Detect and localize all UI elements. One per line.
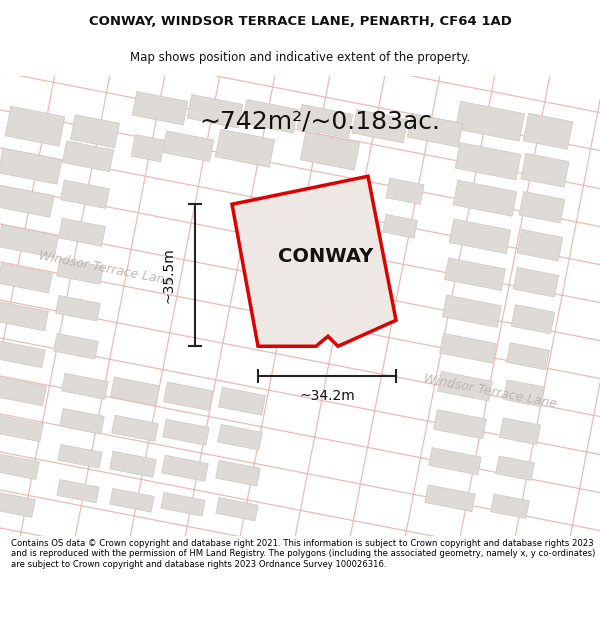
Text: Windsor Terrace Lane: Windsor Terrace Lane	[422, 372, 558, 411]
Polygon shape	[352, 109, 408, 143]
Text: ~34.2m: ~34.2m	[299, 389, 355, 403]
Polygon shape	[215, 129, 275, 168]
Polygon shape	[0, 377, 46, 406]
Polygon shape	[161, 455, 208, 481]
Polygon shape	[429, 448, 481, 475]
Polygon shape	[0, 491, 35, 518]
Polygon shape	[161, 492, 205, 516]
Polygon shape	[61, 180, 109, 209]
Polygon shape	[232, 176, 396, 346]
Polygon shape	[506, 342, 550, 370]
Polygon shape	[59, 408, 104, 434]
Text: Map shows position and indicative extent of the property.: Map shows position and indicative extent…	[130, 51, 470, 64]
Polygon shape	[57, 479, 99, 503]
Polygon shape	[301, 132, 359, 170]
Polygon shape	[437, 371, 493, 401]
Polygon shape	[519, 191, 565, 223]
Polygon shape	[0, 185, 54, 218]
Polygon shape	[523, 113, 573, 149]
Polygon shape	[503, 380, 545, 407]
Polygon shape	[5, 106, 65, 146]
Polygon shape	[56, 296, 100, 321]
Polygon shape	[453, 180, 517, 216]
Polygon shape	[425, 485, 475, 512]
Polygon shape	[71, 114, 119, 148]
Polygon shape	[218, 424, 262, 450]
Polygon shape	[0, 341, 45, 367]
Polygon shape	[131, 134, 165, 162]
Polygon shape	[442, 295, 502, 328]
Text: ~742m²/~0.183ac.: ~742m²/~0.183ac.	[199, 109, 440, 133]
Polygon shape	[434, 409, 487, 439]
Polygon shape	[386, 178, 424, 204]
Polygon shape	[215, 461, 260, 486]
Polygon shape	[0, 148, 62, 184]
Polygon shape	[132, 91, 188, 125]
Polygon shape	[56, 258, 103, 284]
Text: ~35.5m: ~35.5m	[162, 248, 176, 303]
Text: CONWAY, WINDSOR TERRACE LANE, PENARTH, CF64 1AD: CONWAY, WINDSOR TERRACE LANE, PENARTH, C…	[89, 15, 511, 28]
Polygon shape	[491, 494, 529, 519]
Polygon shape	[164, 382, 212, 411]
Polygon shape	[110, 377, 160, 406]
Polygon shape	[455, 142, 521, 180]
Text: Contains OS data © Crown copyright and database right 2021. This information is : Contains OS data © Crown copyright and d…	[11, 539, 595, 569]
Polygon shape	[53, 333, 98, 359]
Polygon shape	[58, 444, 102, 468]
Polygon shape	[0, 453, 39, 479]
Polygon shape	[0, 415, 43, 442]
Polygon shape	[163, 131, 214, 162]
Polygon shape	[218, 388, 266, 415]
Polygon shape	[440, 333, 496, 363]
Polygon shape	[110, 451, 157, 478]
Polygon shape	[445, 258, 506, 291]
Polygon shape	[242, 99, 298, 133]
Polygon shape	[187, 94, 243, 128]
Polygon shape	[455, 101, 524, 141]
Polygon shape	[112, 415, 158, 441]
Polygon shape	[0, 302, 49, 331]
Polygon shape	[297, 104, 353, 138]
Text: Windsor Terrace Lane: Windsor Terrace Lane	[37, 249, 173, 288]
Polygon shape	[407, 114, 463, 147]
Polygon shape	[513, 268, 559, 297]
Polygon shape	[383, 214, 418, 238]
Polygon shape	[62, 373, 109, 399]
Polygon shape	[110, 488, 154, 512]
Polygon shape	[216, 498, 258, 521]
Polygon shape	[0, 225, 59, 258]
Polygon shape	[517, 229, 563, 261]
Polygon shape	[511, 304, 555, 334]
Polygon shape	[521, 153, 569, 188]
Polygon shape	[496, 456, 535, 481]
Polygon shape	[62, 141, 113, 172]
Polygon shape	[58, 218, 106, 246]
Polygon shape	[163, 419, 209, 445]
Text: CONWAY: CONWAY	[278, 248, 373, 266]
Polygon shape	[0, 264, 52, 293]
Polygon shape	[449, 219, 511, 254]
Polygon shape	[499, 418, 541, 445]
